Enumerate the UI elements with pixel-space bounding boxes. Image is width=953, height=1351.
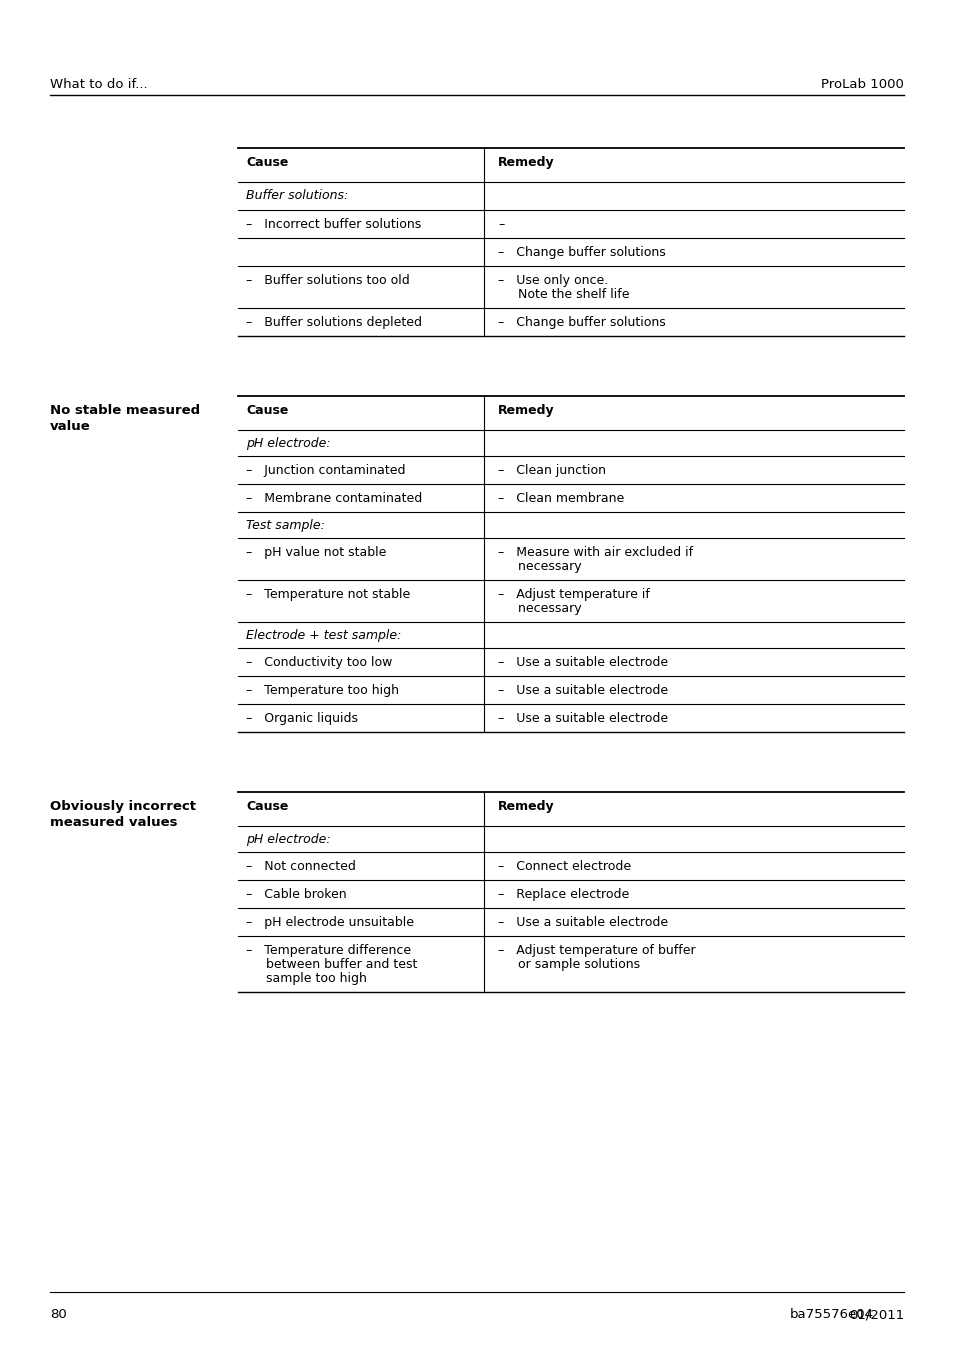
Text: Remedy: Remedy bbox=[497, 155, 554, 169]
Text: pH electrode:: pH electrode: bbox=[246, 834, 331, 846]
Text: –   Not connected: – Not connected bbox=[246, 861, 355, 873]
Text: –   Use a suitable electrode: – Use a suitable electrode bbox=[497, 657, 667, 669]
Text: –   Replace electrode: – Replace electrode bbox=[497, 888, 629, 901]
Text: –   Junction contaminated: – Junction contaminated bbox=[246, 463, 405, 477]
Text: –   Adjust temperature of buffer: – Adjust temperature of buffer bbox=[497, 944, 695, 957]
Text: Cause: Cause bbox=[246, 800, 288, 813]
Text: –   Clean junction: – Clean junction bbox=[497, 463, 605, 477]
Text: Note the shelf life: Note the shelf life bbox=[497, 288, 629, 301]
Text: sample too high: sample too high bbox=[246, 971, 367, 985]
Text: ba75576e04: ba75576e04 bbox=[789, 1308, 873, 1321]
Text: –   Temperature too high: – Temperature too high bbox=[246, 684, 398, 697]
Text: –   Use a suitable electrode: – Use a suitable electrode bbox=[497, 712, 667, 725]
Text: measured values: measured values bbox=[50, 816, 177, 830]
Text: –   Organic liquids: – Organic liquids bbox=[246, 712, 357, 725]
Text: between buffer and test: between buffer and test bbox=[246, 958, 417, 971]
Text: Remedy: Remedy bbox=[497, 800, 554, 813]
Text: necessary: necessary bbox=[497, 603, 581, 615]
Text: –   Adjust temperature if: – Adjust temperature if bbox=[497, 588, 649, 601]
Text: –   Connect electrode: – Connect electrode bbox=[497, 861, 631, 873]
Text: –   Use a suitable electrode: – Use a suitable electrode bbox=[497, 916, 667, 929]
Text: 80: 80 bbox=[50, 1308, 67, 1321]
Text: value: value bbox=[50, 420, 91, 434]
Text: or sample solutions: or sample solutions bbox=[497, 958, 639, 971]
Text: Remedy: Remedy bbox=[497, 404, 554, 417]
Text: What to do if...: What to do if... bbox=[50, 78, 148, 91]
Text: necessary: necessary bbox=[497, 561, 581, 573]
Text: –   Use a suitable electrode: – Use a suitable electrode bbox=[497, 684, 667, 697]
Text: –   Clean membrane: – Clean membrane bbox=[497, 492, 623, 505]
Text: 01/2011: 01/2011 bbox=[848, 1308, 903, 1321]
Text: –   pH value not stable: – pH value not stable bbox=[246, 546, 386, 559]
Text: pH electrode:: pH electrode: bbox=[246, 436, 331, 450]
Text: –   Membrane contaminated: – Membrane contaminated bbox=[246, 492, 422, 505]
Text: –: – bbox=[497, 218, 504, 231]
Text: –   Buffer solutions too old: – Buffer solutions too old bbox=[246, 274, 410, 286]
Text: –   Change buffer solutions: – Change buffer solutions bbox=[497, 316, 665, 330]
Text: Cause: Cause bbox=[246, 404, 288, 417]
Text: –   Conductivity too low: – Conductivity too low bbox=[246, 657, 392, 669]
Text: No stable measured: No stable measured bbox=[50, 404, 200, 417]
Text: Test sample:: Test sample: bbox=[246, 519, 325, 532]
Text: Obviously incorrect: Obviously incorrect bbox=[50, 800, 195, 813]
Text: –   Incorrect buffer solutions: – Incorrect buffer solutions bbox=[246, 218, 421, 231]
Text: Buffer solutions:: Buffer solutions: bbox=[246, 189, 348, 203]
Text: –   Cable broken: – Cable broken bbox=[246, 888, 346, 901]
Text: –   Change buffer solutions: – Change buffer solutions bbox=[497, 246, 665, 259]
Text: –   Use only once.: – Use only once. bbox=[497, 274, 608, 286]
Text: –   Measure with air excluded if: – Measure with air excluded if bbox=[497, 546, 693, 559]
Text: Cause: Cause bbox=[246, 155, 288, 169]
Text: –   pH electrode unsuitable: – pH electrode unsuitable bbox=[246, 916, 414, 929]
Text: –   Temperature difference: – Temperature difference bbox=[246, 944, 411, 957]
Text: –   Buffer solutions depleted: – Buffer solutions depleted bbox=[246, 316, 421, 330]
Text: Electrode + test sample:: Electrode + test sample: bbox=[246, 630, 401, 642]
Text: ProLab 1000: ProLab 1000 bbox=[821, 78, 903, 91]
Text: –   Temperature not stable: – Temperature not stable bbox=[246, 588, 410, 601]
